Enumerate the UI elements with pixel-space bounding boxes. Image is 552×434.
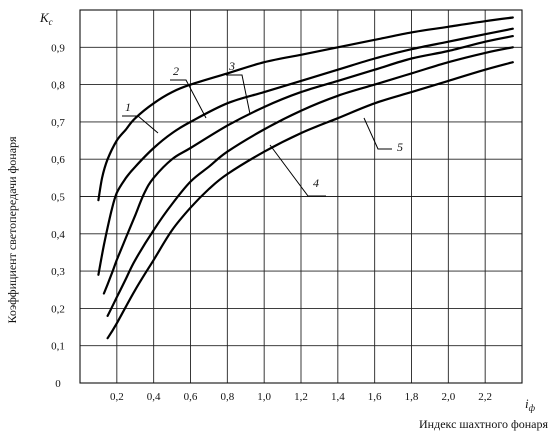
x-axis-title: Индекс шахтного фонаря [419,417,548,431]
y-tick-label: 0,3 [51,266,65,278]
y-tick-labels: 0 0,1 0,2 0,3 0,4 0,5 0,6 0,7 0,8 0,9 [51,42,65,390]
x-tick-label: 1,4 [331,391,345,403]
y-axis-title: Коэффициент светопередачи фонаря [5,136,19,324]
x-tick-label: 0,4 [147,391,161,403]
plot-frame [79,9,523,384]
y-tick-label: 0,5 [51,192,65,204]
curve-1 [97,16,514,202]
curve-labels: 1 2 3 4 5 [125,59,403,190]
y-tick-label: 0,2 [51,303,65,315]
y-tick-label: 0,9 [51,42,65,54]
curve-5 [106,61,514,340]
y-tick-label: 0 [55,378,61,390]
curve-label-4: 4 [313,176,319,190]
x-tick-label: 0,6 [184,391,198,403]
curve-label-2: 2 [173,64,179,78]
y-tick-label: 0,4 [51,229,65,241]
curve-leader-3 [226,74,251,115]
y-tick-label: 0,6 [51,154,65,166]
curve-leader-2 [170,79,207,119]
curve-leaders [122,74,392,197]
curve-label-1: 1 [125,100,131,114]
curve-label-3: 3 [228,59,235,73]
x-tick-label: 0,2 [110,391,124,403]
curve-leader-1 [122,115,159,134]
x-tick-label: 1,8 [405,391,419,403]
x-tick-label: 1,2 [294,391,308,403]
curve-4 [106,46,514,317]
x-tick-labels: 0,2 0,4 0,6 0,8 1,0 1,2 1,4 1,6 1,8 2,0 2,2 [110,391,492,403]
curve-2 [97,27,514,276]
y-axis-symbol: Kс [39,10,53,27]
y-tick-label: 0,7 [51,117,65,129]
x-tick-label: 2,0 [441,391,455,403]
x-tick-label: 2,2 [478,391,492,403]
curves [97,16,514,340]
x-tick-label: 1,6 [368,391,382,403]
curve-3 [102,35,514,295]
y-tick-label: 0,8 [51,80,65,92]
x-axis-symbol: iф [525,396,536,413]
curve-label-5: 5 [397,140,403,154]
curve-leader-4 [269,144,326,197]
grid [80,10,522,383]
x-tick-label: 1,0 [257,391,271,403]
y-tick-label: 0,1 [51,341,65,353]
curve-leader-5 [363,117,392,150]
x-tick-label: 0,8 [220,391,234,403]
